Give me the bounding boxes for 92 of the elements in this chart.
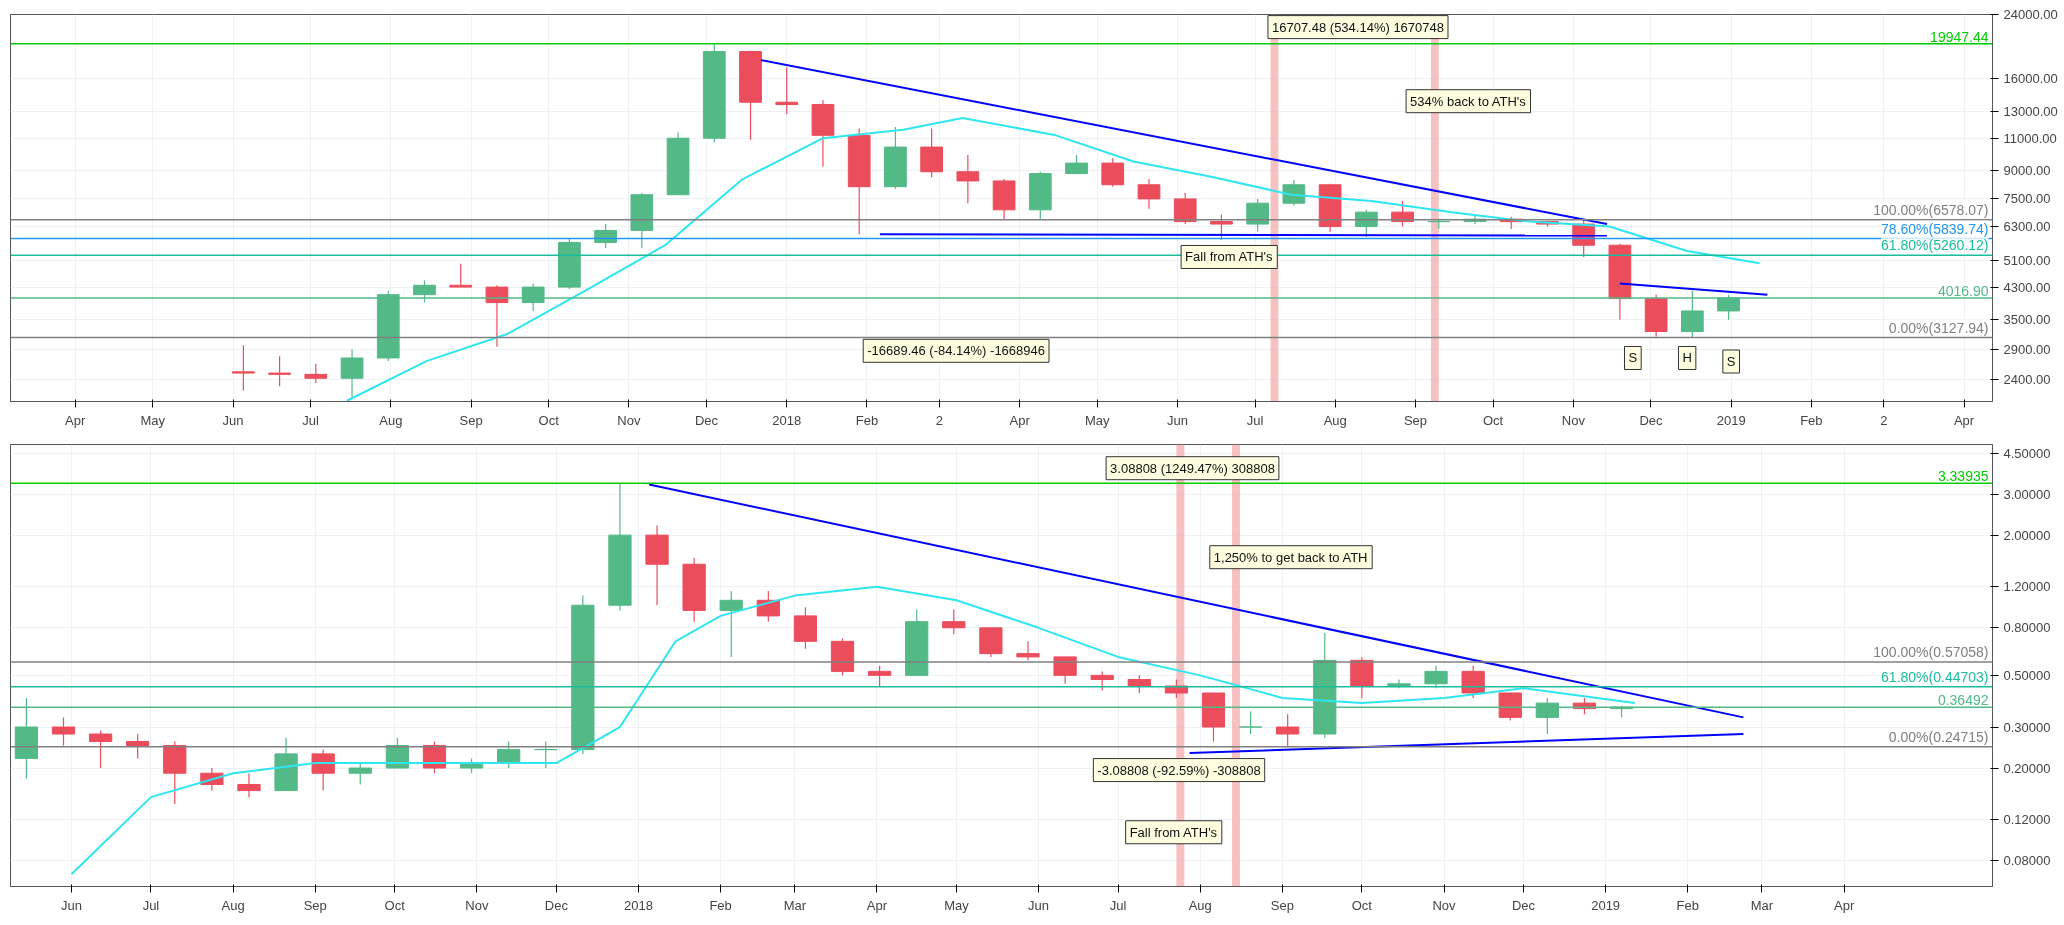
x-tick-label: Aug — [221, 897, 245, 913]
ref-line-label: 19947.44 — [1930, 28, 1989, 45]
y-tick-label: 0.12000 — [2003, 812, 2051, 828]
x-tick-label: Nov — [465, 897, 489, 913]
ref-line-label: 78.60%(5839.74) — [1881, 220, 1989, 237]
x-tick-label: Aug — [1188, 897, 1212, 913]
x-tick-label: May — [1084, 412, 1111, 428]
x-tick-label: Apr — [65, 412, 86, 428]
x-tick-label: Jun — [60, 897, 82, 913]
y-tick-label: 0.30000 — [2003, 719, 2051, 735]
y-tick-label: 24000.00 — [2003, 7, 2058, 22]
x-tick-label: May — [944, 897, 970, 913]
annotation: 3.08808 (1249.47%) 308808 — [1110, 460, 1275, 476]
x-tick-label: Dec — [1639, 412, 1664, 428]
x-tick-label: Jul — [1246, 412, 1264, 428]
ref-line-label: 61.80%(5260.12) — [1881, 237, 1989, 254]
annotation: 1,250% to get back to ATH — [1213, 549, 1368, 565]
annotation: S — [1726, 353, 1736, 369]
x-tick-label: 2018 — [624, 897, 653, 913]
annotation: H — [1682, 350, 1692, 366]
annotation: 16707.48 (534.14%) 1670748 — [1271, 19, 1445, 35]
x-tick-label: Oct — [384, 897, 406, 913]
y-tick-label: 2900.00 — [2003, 342, 2051, 358]
annotation: -16689.46 (-84.14%) -1668946 — [867, 343, 1045, 359]
x-tick-label: Dec — [694, 412, 719, 428]
x-tick-label: Jul — [1109, 897, 1127, 913]
y-tick-label: 6300.00 — [2003, 219, 2051, 235]
y-tick-label: 7500.00 — [2003, 191, 2051, 207]
y-tick-label: 3.00000 — [2003, 486, 2051, 502]
x-tick-label: Apr — [1834, 897, 1855, 913]
ref-line-label: 0.00%(0.24715) — [1888, 728, 1989, 745]
y-tick-label: 13000.00 — [2003, 104, 2058, 120]
y-tick-label: 3500.00 — [2003, 312, 2051, 328]
x-tick-label: Dec — [1511, 897, 1536, 913]
x-tick-label: Sep — [459, 412, 483, 428]
x-tick-label: 2019 — [1716, 412, 1746, 428]
y-tick-label: 0.08000 — [2003, 853, 2051, 869]
ref-line-label: 100.00%(0.57058) — [1873, 644, 1989, 660]
y-tick-label: 9000.00 — [2003, 162, 2051, 178]
y-tick-label: 0.20000 — [2003, 760, 2051, 776]
x-tick-label: Jul — [142, 897, 160, 913]
x-tick-label: Oct — [538, 412, 560, 428]
y-tick-label: 0.50000 — [2003, 667, 2051, 683]
y-tick-label: 2400.00 — [2003, 372, 2051, 388]
ref-line-label: 3.33935 — [1937, 468, 1989, 485]
x-tick-label: Sep — [1270, 897, 1294, 913]
x-tick-label: Oct — [1483, 412, 1504, 428]
x-tick-label: Sep — [303, 897, 327, 913]
y-tick-label: 16000.00 — [2003, 71, 2058, 87]
x-tick-label: Feb — [855, 412, 879, 428]
y-tick-label: 1.20000 — [2003, 579, 2051, 595]
y-tick-label: 2.00000 — [2003, 527, 2051, 543]
x-tick-label: Aug — [379, 412, 403, 428]
x-tick-label: Apr — [866, 897, 888, 913]
x-tick-label: Apr — [1009, 412, 1031, 428]
x-tick-label: 2 — [935, 412, 944, 428]
y-tick-label: 5100.00 — [2003, 252, 2051, 268]
x-tick-label: Aug — [1323, 412, 1347, 428]
y-tick-label: 0.80000 — [2003, 620, 2051, 636]
x-tick-label: Feb — [1676, 897, 1699, 913]
x-tick-label: Feb — [1800, 412, 1823, 428]
annotation: -3.08808 (-92.59%) -308808 — [1097, 762, 1261, 778]
x-tick-label: Nov — [617, 412, 641, 428]
y-tick-label: 4.50000 — [2003, 445, 2051, 461]
x-tick-label: 2 — [1880, 412, 1888, 428]
annotation: S — [1628, 350, 1638, 366]
x-tick-label: Jun — [1166, 412, 1188, 428]
x-tick-label: Apr — [1953, 412, 1975, 428]
y-tick-label: 11000.00 — [2003, 130, 2057, 146]
ref-line-label: 4016.90 — [1937, 282, 1989, 299]
annotation: Fall from ATH's — [1129, 824, 1218, 840]
x-tick-label: Nov — [1432, 897, 1457, 913]
x-tick-label: Jul — [302, 412, 320, 428]
x-tick-label: 2018 — [772, 412, 802, 428]
ref-line-label: 61.80%(0.44703) — [1881, 668, 1989, 685]
x-tick-label: Feb — [709, 897, 732, 913]
y-tick-label: 4300.00 — [2003, 279, 2051, 295]
ref-line-label: 0.36492 — [1937, 692, 1989, 709]
x-tick-label: Oct — [1351, 897, 1373, 913]
x-tick-label: Jun — [1028, 897, 1050, 913]
x-tick-label: May — [140, 412, 166, 428]
annotation: 534% back to ATH's — [1410, 93, 1527, 109]
x-tick-label: Sep — [1403, 412, 1428, 428]
x-tick-label: 2019 — [1591, 897, 1621, 913]
ref-line-label: 100.00%(6578.07) — [1873, 201, 1989, 218]
x-tick-label: Mar — [1750, 897, 1774, 913]
x-tick-label: Jun — [222, 412, 244, 428]
ref-line-label: 0.00%(3127.94) — [1888, 319, 1989, 336]
x-tick-label: Mar — [783, 897, 807, 913]
annotation: Fall from ATH's — [1185, 249, 1274, 265]
x-tick-label: Nov — [1561, 412, 1586, 428]
x-tick-label: Dec — [544, 897, 569, 913]
